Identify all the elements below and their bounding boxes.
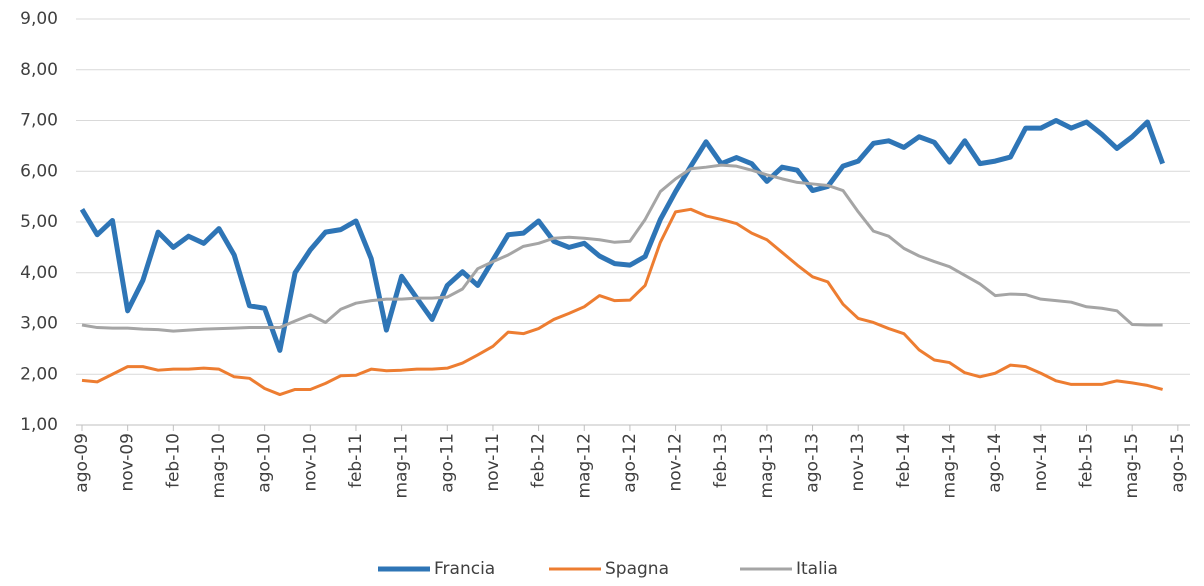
- x-tick-label: mag-10: [209, 433, 229, 499]
- x-tick-label: nov-09: [118, 433, 138, 492]
- x-tick-label: mag-15: [1122, 433, 1142, 499]
- x-tick-label: ago-12: [620, 433, 640, 493]
- x-tick-label: feb-10: [163, 433, 183, 488]
- series-line: [81, 163, 1163, 333]
- y-tick-label: 3,00: [20, 314, 58, 334]
- x-tick-label: mag-12: [574, 433, 594, 499]
- x-tick-label: nov-12: [666, 433, 686, 492]
- x-tick-label: feb-14: [894, 433, 914, 488]
- legend-label: Spagna: [605, 559, 669, 579]
- series-line: [79, 118, 1165, 353]
- x-tick-label: nov-11: [483, 433, 503, 492]
- x-tick-label: feb-12: [529, 433, 549, 488]
- y-tick-label: 8,00: [20, 60, 58, 80]
- legend-label: Francia: [434, 559, 495, 579]
- series-line: [81, 207, 1164, 397]
- x-tick-label: mag-13: [757, 433, 777, 499]
- x-tick-label: nov-10: [300, 433, 320, 492]
- y-tick-label: 7,00: [20, 111, 58, 131]
- x-tick-label: ago-10: [255, 433, 275, 493]
- y-tick-label: 6,00: [20, 161, 58, 181]
- y-tick-label: 9,00: [20, 9, 58, 29]
- y-tick-label: 5,00: [20, 212, 58, 232]
- x-tick-label: feb-13: [711, 433, 731, 488]
- x-tick-label: nov-13: [848, 433, 868, 492]
- y-tick-label: 1,00: [20, 415, 58, 435]
- x-tick-label: ago-14: [985, 433, 1005, 493]
- x-tick-label: mag-14: [940, 433, 960, 499]
- x-tick-label: mag-11: [392, 433, 412, 499]
- x-tick-label: ago-11: [437, 433, 457, 493]
- legend-label: Italia: [796, 559, 838, 579]
- y-tick-label: 2,00: [20, 364, 58, 384]
- x-tick-label: ago-15: [1168, 433, 1188, 493]
- x-tick-label: ago-13: [803, 433, 823, 493]
- x-tick-label: feb-11: [346, 433, 366, 488]
- x-tick-label: nov-14: [1031, 433, 1051, 492]
- y-tick-label: 4,00: [20, 263, 58, 283]
- x-tick-label: feb-15: [1077, 433, 1097, 488]
- x-tick-label: ago-09: [72, 433, 92, 493]
